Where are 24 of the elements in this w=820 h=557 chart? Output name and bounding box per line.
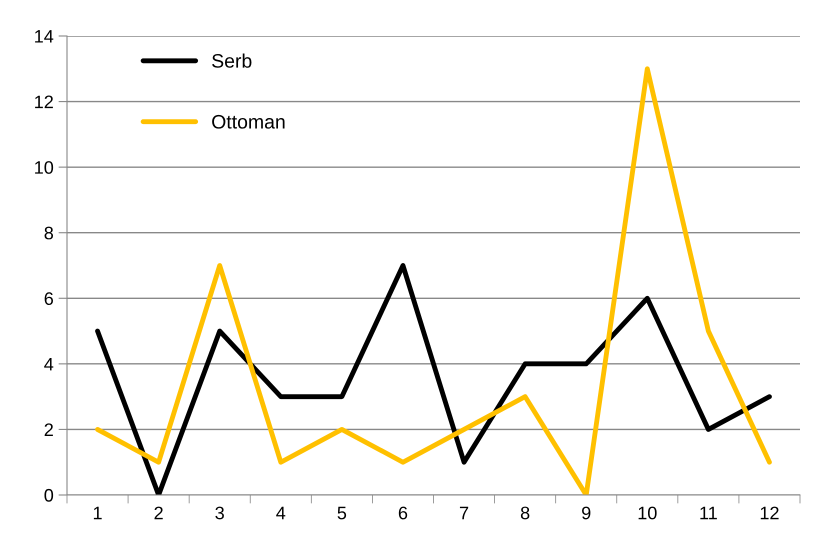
y-tick-label: 2: [44, 423, 53, 436]
y-tick-label: 4: [44, 358, 54, 370]
x-tick-label: 6: [398, 506, 408, 520]
x-tick-label: 3: [215, 506, 224, 520]
y-tick-label: 14: [35, 30, 54, 43]
y-tick-label: 6: [44, 292, 54, 306]
x-tick-label: 11: [700, 506, 717, 520]
x-tick-label: 5: [338, 506, 346, 520]
x-tick-label: 10: [638, 506, 657, 520]
legend-label: Ottoman: [212, 114, 284, 129]
x-tick-label: 12: [760, 506, 779, 520]
y-tick-label: 10: [35, 161, 54, 174]
legend-label: Serb: [212, 54, 252, 68]
x-tick-label: 4: [276, 506, 286, 520]
y-tick-label: 0: [44, 488, 54, 502]
x-tick-label: 2: [154, 506, 163, 520]
line-series: [95, 263, 772, 495]
x-tick-label: 8: [520, 506, 530, 520]
y-tick-label: 8: [44, 226, 54, 240]
x-tick-label: 7: [460, 506, 468, 520]
y-tick-label: 12: [35, 96, 53, 108]
line-series: [95, 66, 772, 495]
x-tick-label: 9: [582, 506, 590, 520]
x-tick-label: 1: [94, 506, 102, 520]
